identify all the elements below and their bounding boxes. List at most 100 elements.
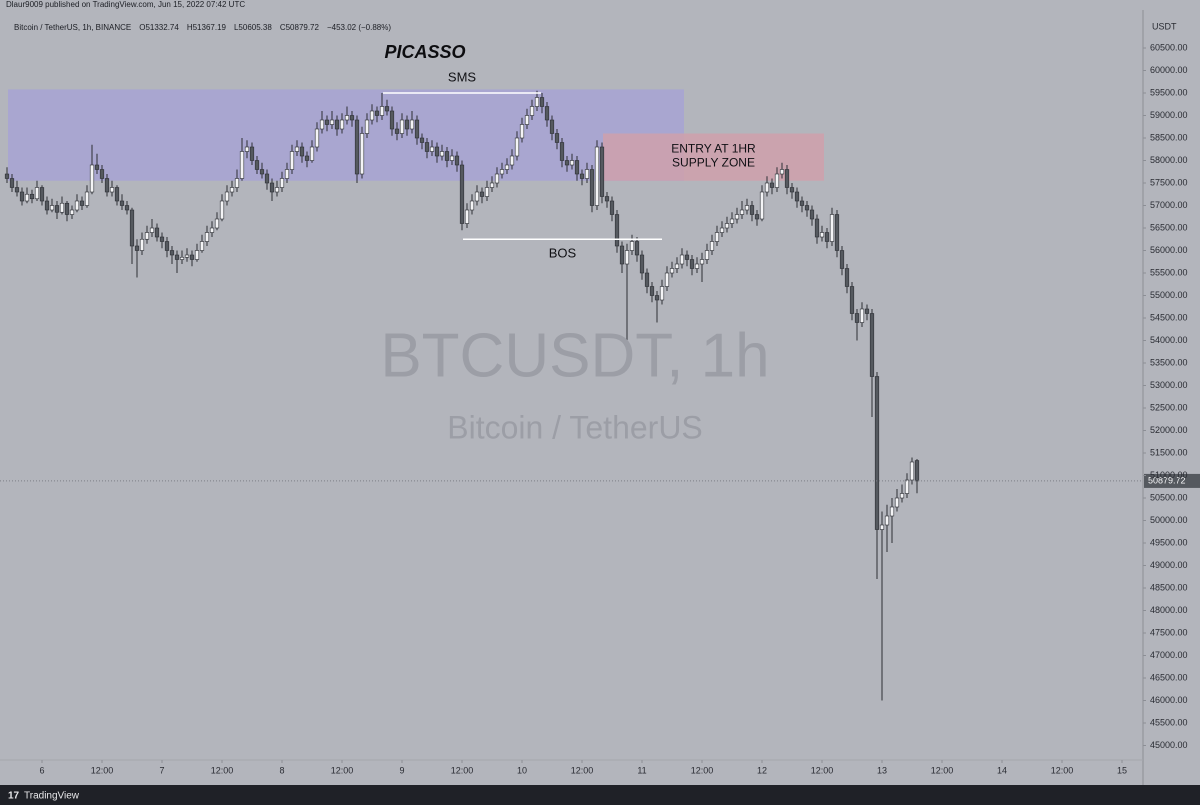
symbol-info: C50879.72 [280, 23, 320, 32]
x-tick-label: 12:00 [691, 765, 714, 775]
candle-body [734, 214, 740, 220]
y-tick-label: 51000.00 [1150, 470, 1188, 480]
candle-body [84, 191, 90, 206]
candle-body [69, 209, 75, 215]
candle-body [884, 515, 890, 526]
zone-label: SUPPLY ZONE [672, 156, 755, 170]
x-tick-label: 12:00 [931, 765, 954, 775]
candle-body [444, 151, 450, 161]
candle-body [549, 119, 555, 134]
candle-body [94, 164, 100, 170]
x-tick-label: 12:00 [571, 765, 594, 775]
candle-body [134, 245, 140, 251]
candle-body [534, 97, 540, 107]
candle-body [379, 106, 385, 116]
x-tick-label: 13 [877, 765, 887, 775]
candle-body [274, 187, 280, 193]
candle-body [739, 209, 745, 215]
candle-body [104, 178, 110, 193]
candle-body [14, 187, 20, 193]
candle-body [164, 241, 170, 251]
candle-body [789, 187, 795, 193]
candle-body [889, 506, 895, 517]
candle-body [794, 191, 800, 202]
candle-body [409, 119, 415, 130]
x-tick-label: 12:00 [331, 765, 354, 775]
candle-body [384, 106, 390, 112]
candle-body [709, 241, 715, 251]
candle-body [634, 241, 640, 256]
candle-body [804, 205, 810, 211]
candle-body [694, 263, 700, 269]
y-tick-label: 52500.00 [1150, 402, 1188, 412]
candle-body [114, 187, 120, 202]
candle-body [424, 142, 430, 152]
candle-body [514, 137, 520, 157]
candle-body [89, 164, 95, 193]
level-label: BOS [549, 246, 577, 261]
candle-body [614, 214, 620, 247]
y-tick-label: 60500.00 [1150, 42, 1188, 52]
y-tick-label: 48000.00 [1150, 605, 1188, 615]
y-tick-label: 53500.00 [1150, 357, 1188, 367]
candle-body [714, 232, 720, 242]
candle-body [249, 146, 255, 161]
candle-body [764, 182, 770, 193]
candle-body [54, 205, 60, 213]
candle-body [564, 160, 570, 166]
y-tick-label: 47000.00 [1150, 650, 1188, 660]
candle-body [849, 286, 855, 314]
candle-body [259, 169, 265, 175]
candle-body [459, 164, 465, 224]
candle-body [144, 232, 150, 240]
candle-body [599, 146, 605, 197]
candle-body [339, 119, 345, 130]
symbol-info: O51332.74 [139, 23, 179, 32]
candle-body [904, 479, 910, 494]
y-tick-label: 55500.00 [1150, 267, 1188, 277]
footer-bar [0, 785, 1200, 805]
candle-body [174, 254, 180, 260]
y-tick-label: 59000.00 [1150, 110, 1188, 120]
candle-body [404, 119, 410, 130]
candle-body [419, 137, 425, 143]
candle-body [204, 232, 210, 242]
candle-body [179, 256, 185, 260]
candle-body [649, 286, 655, 296]
candle-body [594, 146, 600, 206]
x-tick-label: 10 [517, 765, 527, 775]
x-tick-label: 12:00 [1051, 765, 1074, 775]
candle-body [64, 202, 70, 215]
candle-body [674, 263, 680, 269]
candle-body [99, 169, 105, 179]
candle-body [584, 169, 590, 179]
y-tick-label: 45500.00 [1150, 717, 1188, 727]
y-tick-label: 49000.00 [1150, 560, 1188, 570]
y-tick-label: 57000.00 [1150, 200, 1188, 210]
candle-body [569, 160, 575, 166]
y-tick-label: 49500.00 [1150, 537, 1188, 547]
y-tick-label: 47500.00 [1150, 627, 1188, 637]
candle-body [759, 191, 765, 220]
candle-body [509, 155, 515, 166]
candle-body [139, 238, 145, 251]
candle-body [499, 169, 505, 175]
candle-body [239, 151, 245, 179]
candle-body [624, 250, 630, 265]
candle-body [554, 133, 560, 143]
candle-body [414, 119, 420, 139]
symbol-info: Bitcoin / TetherUS, 1h, BINANCE [14, 23, 131, 32]
candle-body [814, 218, 820, 238]
x-tick-label: 12:00 [91, 765, 114, 775]
candle-body [454, 155, 460, 166]
currency-label: USDT [1152, 21, 1177, 31]
candle-body [699, 259, 705, 265]
candle-body [129, 209, 135, 247]
candle-body [24, 193, 30, 202]
candle-body [169, 250, 175, 256]
candle-body [854, 313, 860, 323]
candle-body [844, 268, 850, 287]
candle-body [354, 119, 360, 175]
y-tick-label: 58000.00 [1150, 155, 1188, 165]
